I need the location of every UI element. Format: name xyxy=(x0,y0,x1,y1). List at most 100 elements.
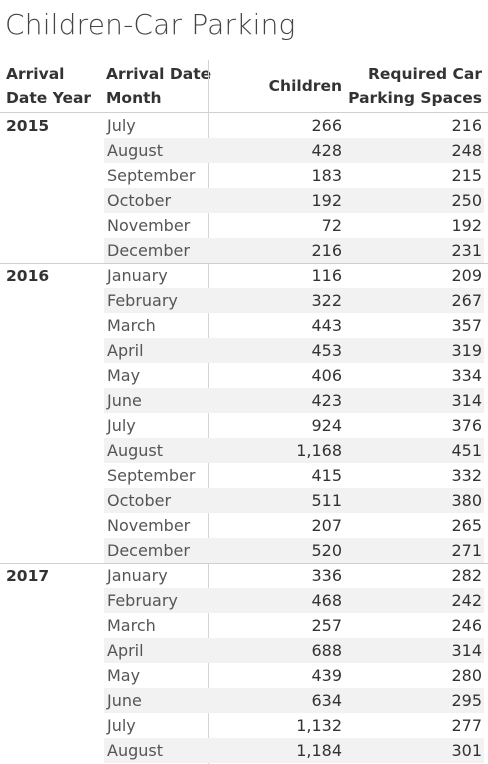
children-cell: 207 xyxy=(311,516,342,535)
parking-cell: 248 xyxy=(451,141,482,160)
column-header-month[interactable]: Arrival Date Month xyxy=(106,65,212,107)
table-row[interactable]: April 688 314 xyxy=(0,638,488,663)
children-cell: 192 xyxy=(311,191,342,210)
children-cell: 634 xyxy=(311,691,342,710)
table-row[interactable]: January 336 282 xyxy=(0,563,488,588)
month-cell: June xyxy=(107,391,142,410)
row-banding xyxy=(104,488,484,513)
table-row[interactable]: November 207 265 xyxy=(0,513,488,538)
month-cell: August xyxy=(107,441,163,460)
table-row[interactable]: January 116 209 xyxy=(0,263,488,288)
row-banding xyxy=(104,138,484,163)
row-banding xyxy=(104,338,484,363)
children-cell: 336 xyxy=(311,566,342,585)
parking-cell: 242 xyxy=(451,591,482,610)
month-cell: July xyxy=(107,416,136,435)
month-cell: August xyxy=(107,741,163,760)
row-banding xyxy=(104,288,484,313)
month-cell: December xyxy=(107,241,190,260)
table-row[interactable]: May 439 280 xyxy=(0,663,488,688)
month-cell: July xyxy=(107,116,136,135)
children-cell: 266 xyxy=(311,116,342,135)
table-row[interactable]: October 192 250 xyxy=(0,188,488,213)
table-row[interactable]: October 511 380 xyxy=(0,488,488,513)
row-banding xyxy=(104,188,484,213)
month-cell: May xyxy=(107,366,141,385)
row-banding xyxy=(104,588,484,613)
children-cell: 443 xyxy=(311,316,342,335)
parking-cell: 250 xyxy=(451,191,482,210)
table-row[interactable]: March 257 246 xyxy=(0,613,488,638)
table-row[interactable]: August 1,168 451 xyxy=(0,438,488,463)
table-row[interactable]: December 520 271 xyxy=(0,538,488,563)
month-cell: March xyxy=(107,616,156,635)
table-row[interactable]: July 266 216 xyxy=(0,113,488,138)
column-header-children[interactable]: Children xyxy=(268,77,342,95)
month-cell: January xyxy=(107,566,168,585)
children-cell: 423 xyxy=(311,391,342,410)
month-cell: February xyxy=(107,591,178,610)
table-header: Arrival Date Year Arrival Date Month Chi… xyxy=(0,60,488,113)
month-cell: September xyxy=(107,466,196,485)
month-cell: October xyxy=(107,191,172,210)
table-row[interactable]: July 1,132 277 xyxy=(0,713,488,738)
parking-cell: 215 xyxy=(451,166,482,185)
parking-cell: 216 xyxy=(451,116,482,135)
table-row[interactable]: July 924 376 xyxy=(0,413,488,438)
table-row[interactable]: August 428 248 xyxy=(0,138,488,163)
children-cell: 511 xyxy=(311,491,342,510)
year-label: 2017 xyxy=(6,567,50,585)
table-row[interactable]: February 468 242 xyxy=(0,588,488,613)
row-banding xyxy=(104,538,484,563)
month-cell: June xyxy=(107,691,142,710)
table-row[interactable]: September 183 215 xyxy=(0,163,488,188)
group-separator xyxy=(0,563,488,564)
children-cell: 116 xyxy=(311,266,342,285)
table-row[interactable]: March 443 357 xyxy=(0,313,488,338)
table-row[interactable]: December 216 231 xyxy=(0,238,488,263)
table-row[interactable]: May 406 334 xyxy=(0,363,488,388)
table-row[interactable]: August 1,184 301 xyxy=(0,738,488,763)
row-banding xyxy=(104,438,484,463)
parking-cell: 301 xyxy=(451,741,482,760)
table-row[interactable]: November 72 192 xyxy=(0,213,488,238)
children-cell: 257 xyxy=(311,616,342,635)
parking-cell: 314 xyxy=(451,641,482,660)
children-cell: 322 xyxy=(311,291,342,310)
children-cell: 216 xyxy=(311,241,342,260)
row-banding xyxy=(104,688,484,713)
table-row[interactable]: February 322 267 xyxy=(0,288,488,313)
table-row[interactable]: September 415 332 xyxy=(0,463,488,488)
parking-cell: 267 xyxy=(451,291,482,310)
month-cell: April xyxy=(107,641,144,660)
children-cell: 520 xyxy=(311,541,342,560)
row-banding xyxy=(104,738,484,763)
children-cell: 406 xyxy=(311,366,342,385)
month-cell: October xyxy=(107,491,172,510)
children-cell: 183 xyxy=(311,166,342,185)
table-row[interactable]: June 634 295 xyxy=(0,688,488,713)
row-banding xyxy=(104,388,484,413)
month-cell: July xyxy=(107,716,136,735)
parking-cell: 451 xyxy=(451,441,482,460)
table-row[interactable]: June 423 314 xyxy=(0,388,488,413)
children-cell: 468 xyxy=(311,591,342,610)
column-header-parking[interactable]: Required Car Parking Spaces xyxy=(348,65,482,107)
children-cell: 428 xyxy=(311,141,342,160)
parking-cell: 357 xyxy=(451,316,482,335)
parking-cell: 332 xyxy=(451,466,482,485)
children-cell: 453 xyxy=(311,341,342,360)
table-row[interactable]: April 453 319 xyxy=(0,338,488,363)
row-banding xyxy=(104,238,484,263)
column-header-year[interactable]: Arrival Date Year xyxy=(6,65,92,107)
children-cell: 1,184 xyxy=(296,741,342,760)
year-label: 2016 xyxy=(6,267,50,285)
parking-cell: 295 xyxy=(451,691,482,710)
page-title: Children-Car Parking xyxy=(5,8,296,41)
parking-cell: 209 xyxy=(451,266,482,285)
parking-cell: 376 xyxy=(451,416,482,435)
row-banding xyxy=(104,638,484,663)
children-cell: 924 xyxy=(311,416,342,435)
month-cell: November xyxy=(107,216,191,235)
children-cell: 1,132 xyxy=(296,716,342,735)
